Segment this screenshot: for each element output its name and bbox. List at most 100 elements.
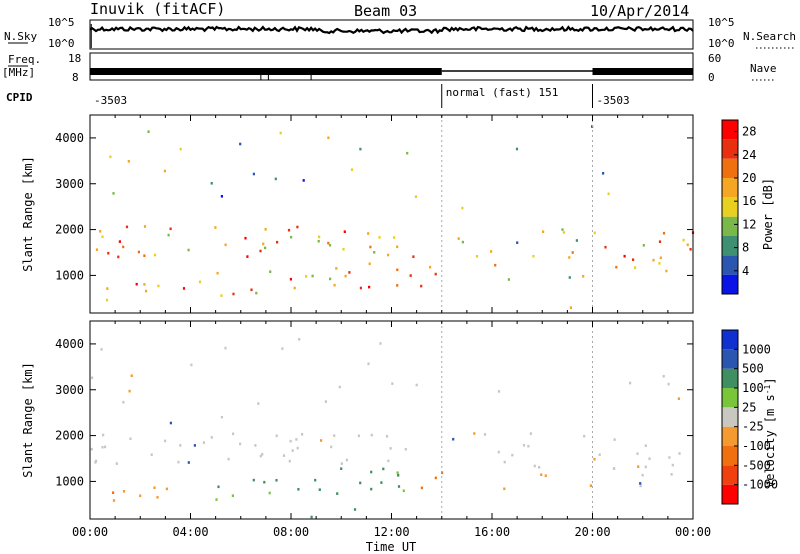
freq-tick-top: 18 (68, 52, 81, 65)
cbar-swatch (722, 216, 738, 236)
heat-cell (139, 494, 142, 498)
heat-cell (629, 381, 632, 385)
heat-cell (147, 130, 150, 133)
heat-cell (342, 247, 345, 251)
heat-cell (298, 338, 301, 341)
heat-cell (632, 258, 635, 261)
heat-cell (344, 274, 347, 278)
heat-cell (246, 255, 249, 258)
cbar-swatch (722, 274, 738, 294)
heat-cell (293, 286, 296, 290)
heat-cell (122, 400, 125, 404)
heat-cell (269, 270, 272, 273)
heat-cell (153, 486, 156, 489)
ytick-label: 4000 (55, 337, 84, 351)
heat-cell (497, 450, 500, 454)
heat-cell (288, 459, 291, 463)
heat-cell (232, 292, 235, 296)
heat-cell (369, 245, 372, 249)
heat-cell (515, 147, 519, 151)
beam-title: Beam 03 (354, 2, 417, 20)
heat-cell (540, 473, 543, 476)
heat-cell (641, 473, 644, 477)
heat-cell (367, 362, 370, 366)
heat-cell (644, 444, 647, 447)
heat-cell (95, 248, 99, 251)
heat-cell (232, 432, 235, 436)
heat-cell (109, 155, 112, 159)
heat-cell (127, 160, 130, 163)
heat-cell (179, 147, 182, 151)
station-title: Inuvik (fitACF) (90, 0, 225, 18)
heat-cell (217, 485, 220, 489)
heat-cell (396, 268, 399, 272)
heat-cell (370, 433, 373, 437)
heat-cell (507, 278, 510, 281)
heat-cell (368, 285, 371, 289)
heat-cell (497, 390, 501, 393)
heat-cell (396, 471, 399, 474)
power-colorbar: 28 24 20 16 12 8 4 (721, 119, 756, 295)
heat-cell (150, 453, 153, 456)
heat-cell (529, 432, 532, 435)
heat-cell (282, 454, 286, 457)
heat-cell (336, 492, 339, 495)
heat-cell (210, 182, 213, 185)
heat-cell (380, 481, 383, 484)
heat-cell (164, 439, 167, 443)
power-cbar-label: Power [dB] (761, 178, 775, 250)
heat-cell (527, 444, 530, 448)
heat-cell (516, 241, 519, 244)
heat-cell (99, 230, 102, 233)
nave-tick-bottom: 0 (708, 71, 715, 84)
heat-cell (318, 235, 321, 239)
heat-cell (370, 487, 373, 491)
heat-cell (604, 245, 607, 249)
heat-cell (658, 240, 662, 243)
xtick-label: 00:00 (72, 525, 108, 539)
heat-cell (239, 442, 242, 446)
heat-cell (429, 265, 432, 269)
heat-cell (343, 230, 346, 233)
heat-cell (639, 484, 642, 488)
power-cbar-tick: 28 (742, 125, 756, 139)
date-title: 10/Apr/2014 (590, 2, 689, 20)
heat-cell (623, 254, 626, 258)
freq-trace (90, 68, 693, 80)
power-cbar-tick: 20 (742, 171, 756, 185)
heat-cell (165, 487, 168, 491)
heat-cell (276, 240, 279, 244)
cbar-swatch (722, 446, 738, 466)
cpid-segment-1: normal (fast) 151 (446, 86, 559, 99)
cpid-segment-2: -3503 (597, 94, 630, 107)
xtick-label: 00:00 (675, 525, 711, 539)
power-panel: 1000 2000 3000 4000 Slant Range [km] 28 24 20… (21, 114, 775, 314)
heat-cell (568, 256, 571, 259)
heat-cell (301, 433, 304, 436)
heat-cell (91, 376, 94, 380)
heat-cell (420, 486, 423, 490)
nsearch-tick-top: 10^5 (708, 16, 735, 29)
heat-cell (289, 277, 292, 281)
heat-cell (333, 434, 336, 437)
heat-cell (231, 494, 234, 497)
heat-cell (415, 383, 418, 387)
heat-cell (279, 131, 282, 135)
cbar-swatch (722, 178, 738, 198)
heat-cell (568, 276, 571, 279)
heat-cell (216, 271, 219, 275)
velocity-ylabel: Slant Range [km] (21, 362, 35, 478)
xtick-label: 20:00 (574, 525, 610, 539)
heat-cell (490, 250, 493, 253)
velocity-cbar-tick: 500 (742, 362, 764, 376)
heat-cell (115, 462, 118, 465)
heat-cell (373, 251, 376, 254)
heat-cell (396, 245, 399, 249)
heat-cell (503, 460, 506, 464)
heat-cell (340, 467, 343, 470)
velocity-cbar-tick: -100 (742, 439, 771, 453)
heat-cell (511, 453, 514, 457)
heat-cell (112, 491, 115, 494)
heat-cell (367, 232, 370, 235)
heat-cell (318, 488, 321, 491)
